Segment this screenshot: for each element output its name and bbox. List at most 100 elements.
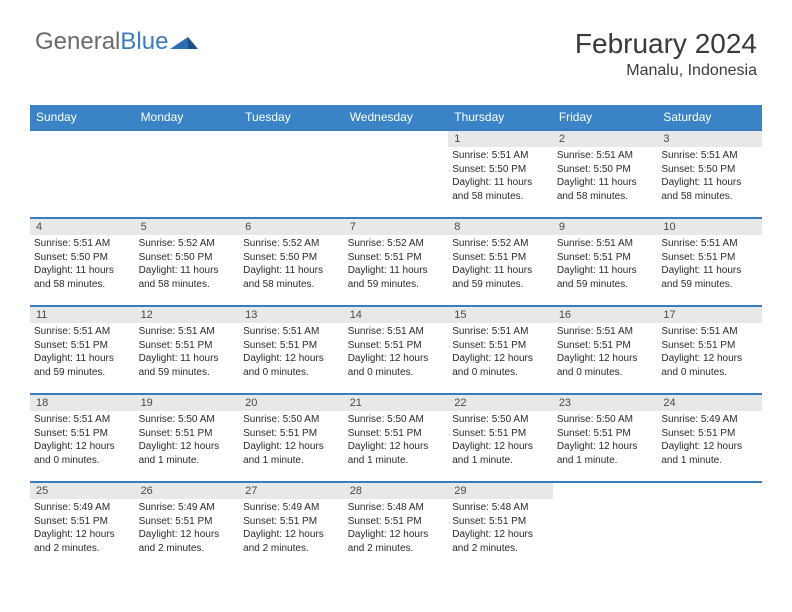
day-sunset: Sunset: 5:51 PM bbox=[452, 339, 549, 353]
day-sunrise: Sunrise: 5:51 AM bbox=[557, 325, 654, 339]
day-sunset: Sunset: 5:51 PM bbox=[661, 339, 758, 353]
day-details: Sunrise: 5:51 AMSunset: 5:51 PMDaylight:… bbox=[30, 323, 135, 383]
calendar-day-cell: 23Sunrise: 5:50 AMSunset: 5:51 PMDayligh… bbox=[553, 394, 658, 482]
day-details: Sunrise: 5:51 AMSunset: 5:51 PMDaylight:… bbox=[239, 323, 344, 383]
day-details: Sunrise: 5:50 AMSunset: 5:51 PMDaylight:… bbox=[239, 411, 344, 471]
day-dl1: Daylight: 12 hours bbox=[452, 528, 549, 542]
day-sunrise: Sunrise: 5:49 AM bbox=[139, 501, 236, 515]
day-sunset: Sunset: 5:51 PM bbox=[243, 515, 340, 529]
day-sunset: Sunset: 5:51 PM bbox=[243, 427, 340, 441]
day-dl2: and 59 minutes. bbox=[139, 366, 236, 380]
calendar-week: 11Sunrise: 5:51 AMSunset: 5:51 PMDayligh… bbox=[30, 306, 762, 394]
day-sunrise: Sunrise: 5:50 AM bbox=[348, 413, 445, 427]
day-dl1: Daylight: 12 hours bbox=[34, 440, 131, 454]
day-details: Sunrise: 5:49 AMSunset: 5:51 PMDaylight:… bbox=[30, 499, 135, 559]
day-dl2: and 59 minutes. bbox=[452, 278, 549, 292]
day-sunrise: Sunrise: 5:51 AM bbox=[34, 325, 131, 339]
calendar-day-cell: 5Sunrise: 5:52 AMSunset: 5:50 PMDaylight… bbox=[135, 218, 240, 306]
calendar-day-cell: 6Sunrise: 5:52 AMSunset: 5:50 PMDaylight… bbox=[239, 218, 344, 306]
day-number: 14 bbox=[344, 307, 449, 323]
day-dl2: and 2 minutes. bbox=[139, 542, 236, 556]
col-wednesday: Wednesday bbox=[344, 105, 449, 130]
day-sunset: Sunset: 5:51 PM bbox=[348, 515, 445, 529]
calendar-day-cell: 15Sunrise: 5:51 AMSunset: 5:51 PMDayligh… bbox=[448, 306, 553, 394]
day-dl1: Daylight: 11 hours bbox=[139, 352, 236, 366]
day-number: 24 bbox=[657, 395, 762, 411]
day-sunrise: Sunrise: 5:52 AM bbox=[452, 237, 549, 251]
day-sunset: Sunset: 5:51 PM bbox=[348, 339, 445, 353]
calendar-day-cell: 18Sunrise: 5:51 AMSunset: 5:51 PMDayligh… bbox=[30, 394, 135, 482]
day-sunset: Sunset: 5:51 PM bbox=[348, 427, 445, 441]
day-dl2: and 1 minute. bbox=[452, 454, 549, 468]
day-dl2: and 59 minutes. bbox=[557, 278, 654, 292]
day-details: Sunrise: 5:50 AMSunset: 5:51 PMDaylight:… bbox=[344, 411, 449, 471]
day-dl2: and 0 minutes. bbox=[34, 454, 131, 468]
day-dl1: Daylight: 11 hours bbox=[348, 264, 445, 278]
day-details: Sunrise: 5:51 AMSunset: 5:50 PMDaylight:… bbox=[553, 147, 658, 207]
day-details: Sunrise: 5:51 AMSunset: 5:50 PMDaylight:… bbox=[448, 147, 553, 207]
day-dl2: and 1 minute. bbox=[661, 454, 758, 468]
day-dl1: Daylight: 12 hours bbox=[557, 440, 654, 454]
day-details: Sunrise: 5:51 AMSunset: 5:51 PMDaylight:… bbox=[135, 323, 240, 383]
day-dl1: Daylight: 11 hours bbox=[661, 264, 758, 278]
calendar-day-cell: 19Sunrise: 5:50 AMSunset: 5:51 PMDayligh… bbox=[135, 394, 240, 482]
day-sunset: Sunset: 5:51 PM bbox=[661, 251, 758, 265]
day-number: 11 bbox=[30, 307, 135, 323]
day-number: 12 bbox=[135, 307, 240, 323]
day-dl1: Daylight: 12 hours bbox=[348, 352, 445, 366]
day-sunset: Sunset: 5:51 PM bbox=[139, 339, 236, 353]
day-number: 27 bbox=[239, 483, 344, 499]
day-number: 25 bbox=[30, 483, 135, 499]
day-details: Sunrise: 5:50 AMSunset: 5:51 PMDaylight:… bbox=[135, 411, 240, 471]
day-number: 18 bbox=[30, 395, 135, 411]
day-dl1: Daylight: 12 hours bbox=[557, 352, 654, 366]
day-sunrise: Sunrise: 5:48 AM bbox=[348, 501, 445, 515]
day-sunrise: Sunrise: 5:52 AM bbox=[139, 237, 236, 251]
day-number: 16 bbox=[553, 307, 658, 323]
brand-logo: GeneralBlue bbox=[35, 28, 198, 56]
day-dl1: Daylight: 12 hours bbox=[348, 440, 445, 454]
day-dl2: and 0 minutes. bbox=[243, 366, 340, 380]
calendar-day-cell: 13Sunrise: 5:51 AMSunset: 5:51 PMDayligh… bbox=[239, 306, 344, 394]
day-number: 17 bbox=[657, 307, 762, 323]
calendar-day-cell: 12Sunrise: 5:51 AMSunset: 5:51 PMDayligh… bbox=[135, 306, 240, 394]
day-dl2: and 2 minutes. bbox=[452, 542, 549, 556]
calendar-day-cell: 9Sunrise: 5:51 AMSunset: 5:51 PMDaylight… bbox=[553, 218, 658, 306]
day-sunrise: Sunrise: 5:50 AM bbox=[139, 413, 236, 427]
day-sunset: Sunset: 5:51 PM bbox=[452, 515, 549, 529]
day-details: Sunrise: 5:49 AMSunset: 5:51 PMDaylight:… bbox=[657, 411, 762, 471]
calendar-day-cell: 3Sunrise: 5:51 AMSunset: 5:50 PMDaylight… bbox=[657, 130, 762, 218]
day-details: Sunrise: 5:51 AMSunset: 5:50 PMDaylight:… bbox=[30, 235, 135, 295]
calendar-day-cell: 1Sunrise: 5:51 AMSunset: 5:50 PMDaylight… bbox=[448, 130, 553, 218]
day-number: 20 bbox=[239, 395, 344, 411]
calendar-day-cell: 25Sunrise: 5:49 AMSunset: 5:51 PMDayligh… bbox=[30, 482, 135, 570]
day-details: Sunrise: 5:52 AMSunset: 5:51 PMDaylight:… bbox=[448, 235, 553, 295]
month-year-title: February 2024 bbox=[575, 28, 757, 60]
calendar-body: 1Sunrise: 5:51 AMSunset: 5:50 PMDaylight… bbox=[30, 130, 762, 570]
day-dl1: Daylight: 12 hours bbox=[348, 528, 445, 542]
day-number: 7 bbox=[344, 219, 449, 235]
day-sunset: Sunset: 5:50 PM bbox=[243, 251, 340, 265]
day-sunrise: Sunrise: 5:50 AM bbox=[452, 413, 549, 427]
day-sunset: Sunset: 5:50 PM bbox=[139, 251, 236, 265]
day-sunset: Sunset: 5:51 PM bbox=[557, 339, 654, 353]
day-details: Sunrise: 5:52 AMSunset: 5:50 PMDaylight:… bbox=[239, 235, 344, 295]
day-number: 23 bbox=[553, 395, 658, 411]
day-details: Sunrise: 5:49 AMSunset: 5:51 PMDaylight:… bbox=[135, 499, 240, 559]
day-number: 2 bbox=[553, 131, 658, 147]
day-details: Sunrise: 5:48 AMSunset: 5:51 PMDaylight:… bbox=[448, 499, 553, 559]
day-sunrise: Sunrise: 5:52 AM bbox=[348, 237, 445, 251]
day-details: Sunrise: 5:51 AMSunset: 5:51 PMDaylight:… bbox=[344, 323, 449, 383]
day-sunrise: Sunrise: 5:50 AM bbox=[243, 413, 340, 427]
calendar-day-cell: 22Sunrise: 5:50 AMSunset: 5:51 PMDayligh… bbox=[448, 394, 553, 482]
day-sunrise: Sunrise: 5:51 AM bbox=[661, 325, 758, 339]
day-number: 1 bbox=[448, 131, 553, 147]
calendar-week: 4Sunrise: 5:51 AMSunset: 5:50 PMDaylight… bbox=[30, 218, 762, 306]
day-details: Sunrise: 5:51 AMSunset: 5:51 PMDaylight:… bbox=[30, 411, 135, 471]
logo-word-1: General bbox=[35, 28, 120, 56]
calendar-page: GeneralBlue February 2024 Manalu, Indone… bbox=[0, 0, 792, 590]
day-sunset: Sunset: 5:51 PM bbox=[243, 339, 340, 353]
day-number: 13 bbox=[239, 307, 344, 323]
calendar-table: Sunday Monday Tuesday Wednesday Thursday… bbox=[30, 105, 762, 570]
day-sunrise: Sunrise: 5:49 AM bbox=[243, 501, 340, 515]
